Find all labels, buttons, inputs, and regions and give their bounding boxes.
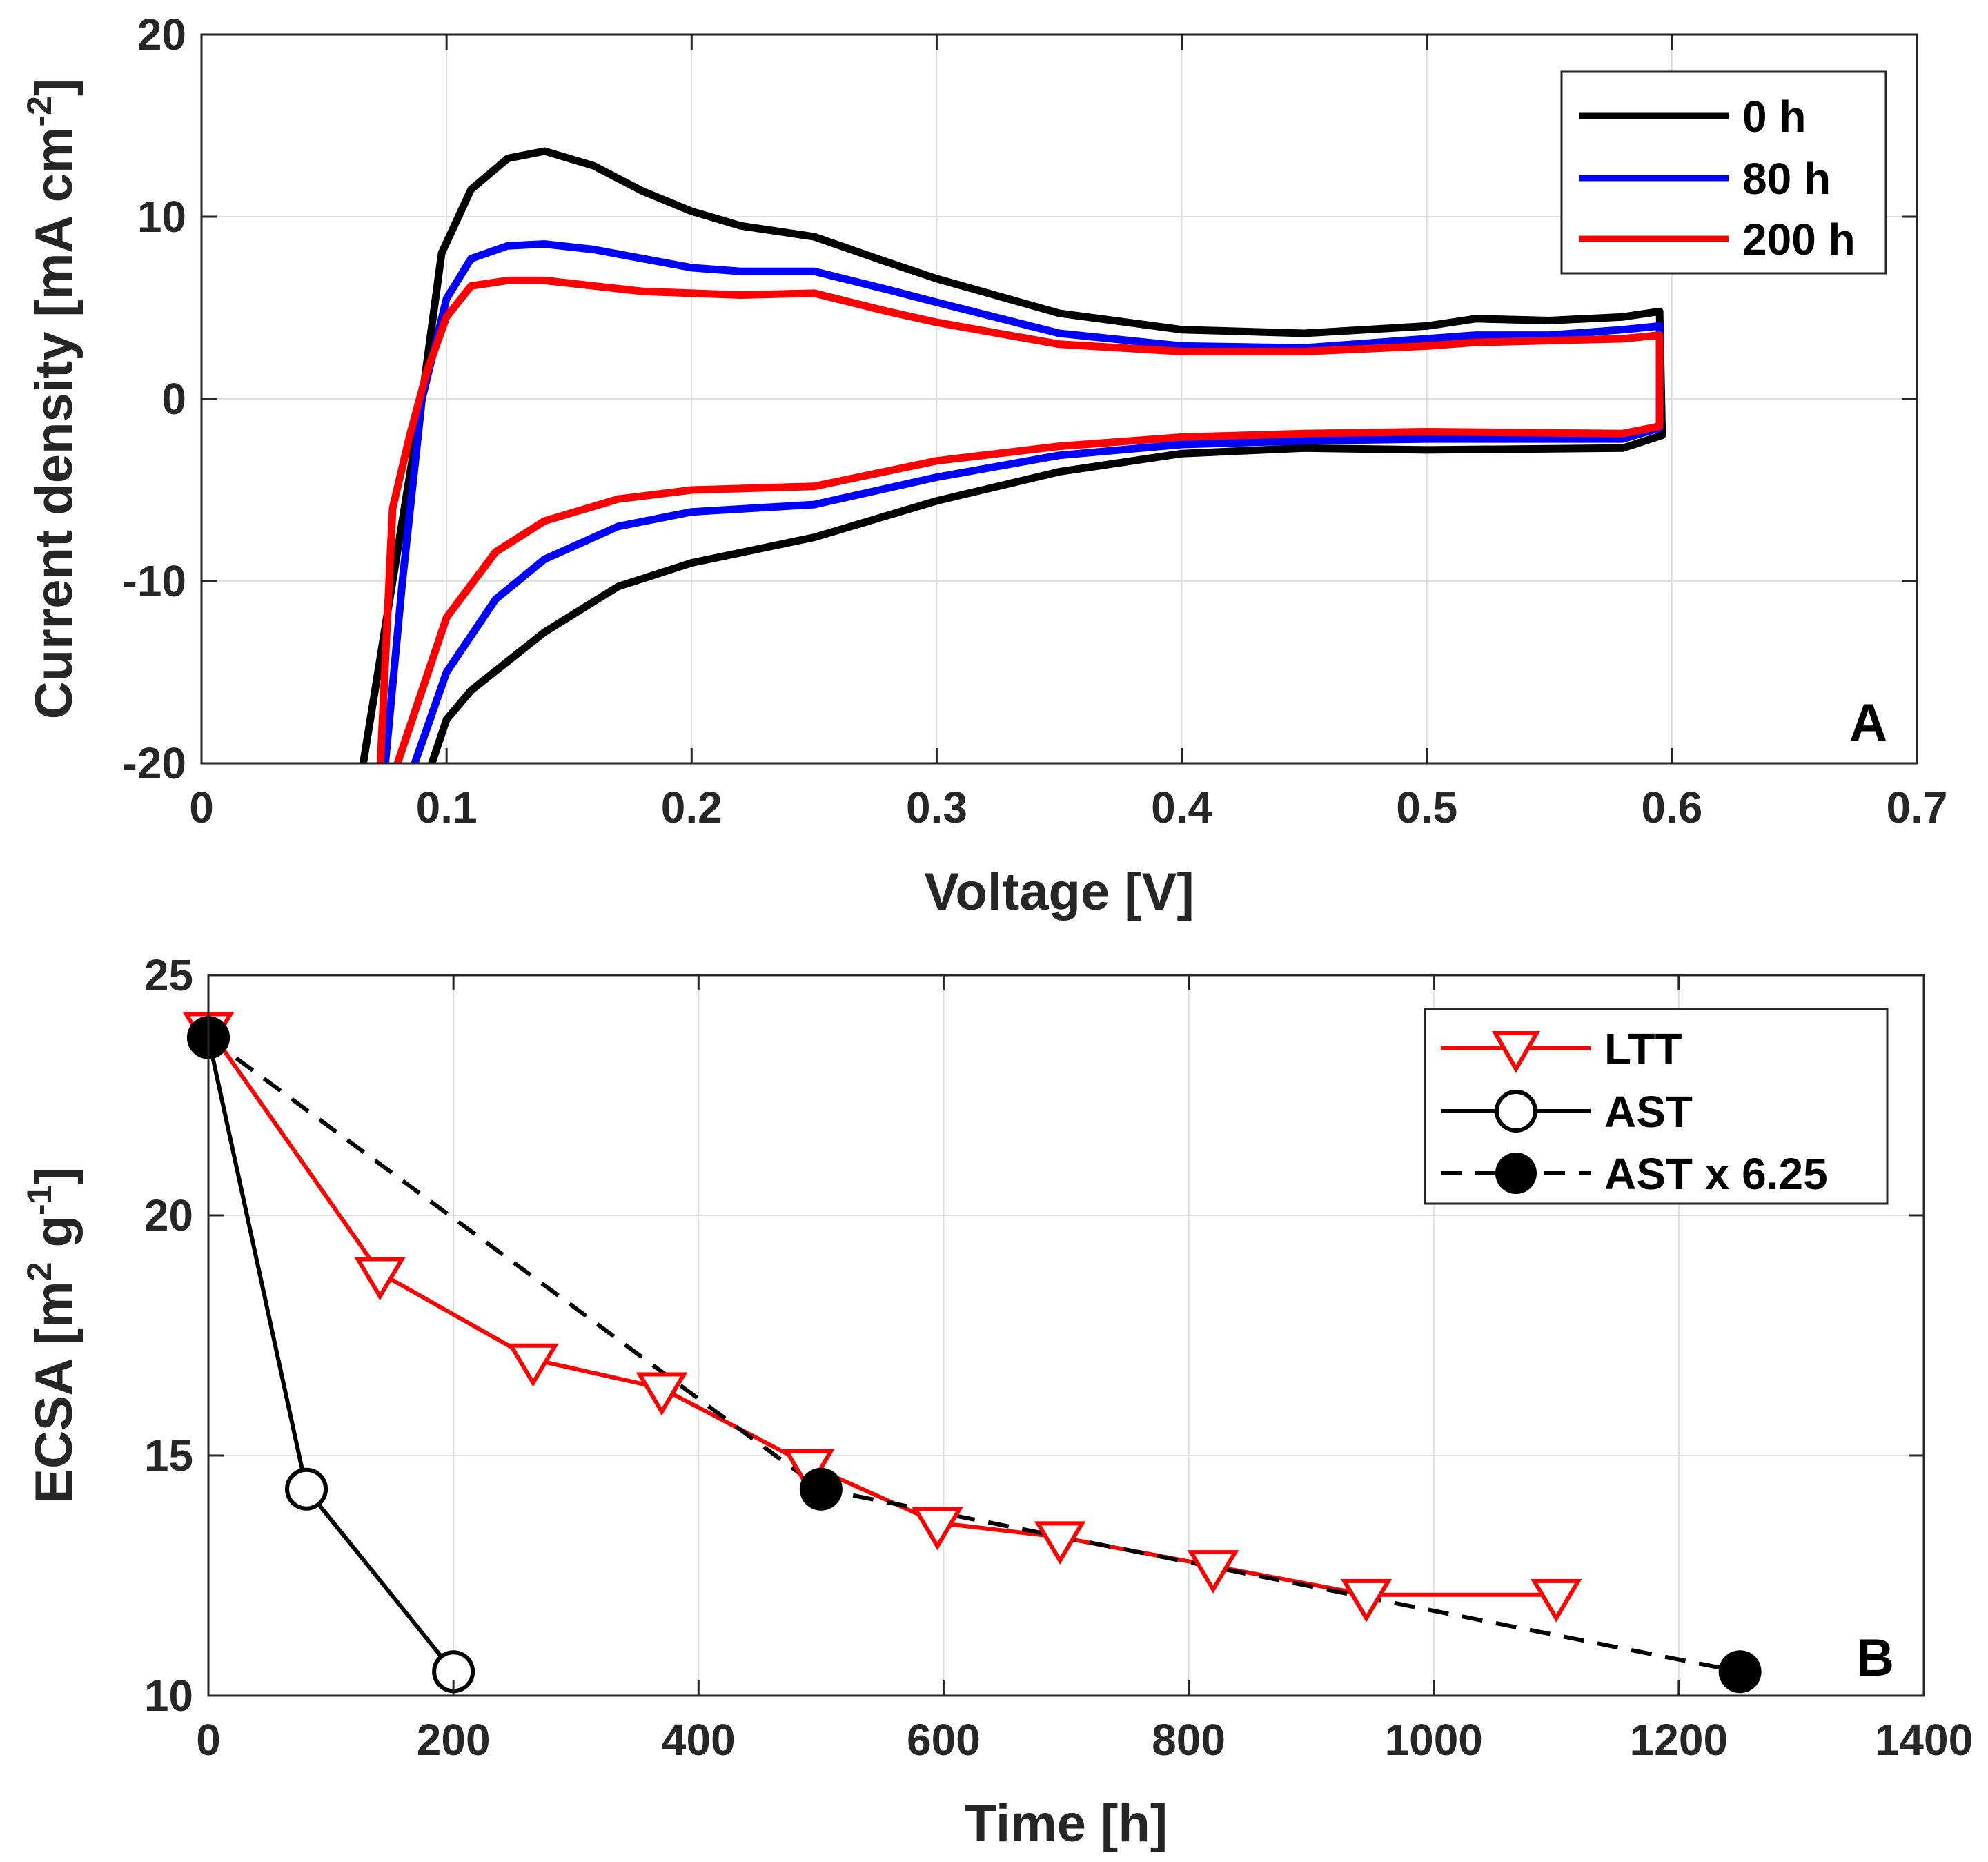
panel-b-point-ltt-1: [354, 1257, 406, 1301]
panel-a-series: [359, 147, 1666, 763]
panel-b-legend-marker-ast: [1495, 1090, 1537, 1133]
panel-b-xtick-label-1400: 1400: [1875, 1715, 1973, 1765]
panel-b-point-ltt-2: [507, 1343, 559, 1387]
panel-b-point-ltt-8: [1340, 1578, 1392, 1623]
panel-b-ytick-label-25: 25: [144, 950, 193, 1000]
panel-a-xtick-label-0-3: 0.3: [906, 783, 967, 832]
panel-a-xlabel: Voltage [V]: [924, 863, 1194, 921]
panel-b-xlabel: Time [h]: [965, 1794, 1168, 1853]
panel-b-point-ltt-6: [1034, 1521, 1086, 1565]
panel-b-point-ltt-9: [1531, 1578, 1582, 1623]
panel-b-ticks: [207, 974, 1925, 1697]
panel-b-label: B: [1856, 1629, 1894, 1687]
panel-a-legend: 0 h 80 h 200 h: [1560, 70, 1887, 275]
panel-b-chart: 0 200 400 600 800 1000 1200 1400 10 15 20 25 Time […: [20, 950, 1973, 1853]
panel-b-legend-marker-ltt: [1491, 1031, 1541, 1074]
panel-b-xtick-label-1000: 1000: [1385, 1715, 1483, 1765]
panel-b-ytick-label-20: 20: [144, 1190, 193, 1240]
panel-a-tick-labels: 0 0.1 0.2 0.3 0.4 0.5 0.6 0.7 -20 -10 0 10 20: [123, 10, 1948, 832]
panel-b-xtick-label-1200: 1200: [1630, 1715, 1728, 1765]
panel-b-point-ltt-5: [912, 1507, 963, 1551]
panel-a-xtick-label-0: 0: [189, 783, 214, 832]
panel-b-point-ast-1: [285, 1467, 328, 1511]
panel-a-ytick-label-10: 10: [137, 192, 186, 242]
panel-b-legend-label-ast: AST: [1604, 1087, 1693, 1137]
panel-b-series: [182, 1012, 1762, 1694]
panel-b-xtick-label-0: 0: [196, 1715, 221, 1765]
panel-b-xtick-label-600: 600: [907, 1715, 981, 1765]
panel-a-xtick-label-0-2: 0.2: [661, 783, 722, 832]
panel-a-chart: 0 0.1 0.2 0.3 0.4 0.5 0.6 0.7 -20 -10 0 10 20 Voltag…: [20, 10, 1947, 921]
panel-a-ticks: [200, 33, 1918, 765]
panel-b-ytick-label-15: 15: [144, 1431, 193, 1480]
panel-b-xtick-label-200: 200: [417, 1715, 491, 1765]
panel-b-point-ltt-7: [1187, 1550, 1239, 1594]
panel-b-xtick-label-800: 800: [1152, 1715, 1226, 1765]
panel-b-ytick-label-10: 10: [144, 1671, 193, 1721]
panel-b-line-ast: [206, 1037, 455, 1674]
panel-b-frame: [207, 974, 1925, 1697]
panel-a-legend-label-0h: 0 h: [1742, 92, 1806, 141]
panel-b-line-ltt: [206, 1026, 1557, 1597]
panel-b-point-ast-x-6-25-1: [799, 1467, 843, 1511]
panel-a-xtick-label-0-1: 0.1: [416, 783, 478, 832]
panel-a-xtick-label-0-7: 0.7: [1887, 783, 1948, 832]
panel-a-series-200-h: [376, 276, 1664, 763]
panel-a-legend-label-80h: 80 h: [1742, 154, 1831, 204]
panel-a-legend-label-200h: 200 h: [1742, 215, 1856, 264]
panel-a-xtick-label-0-6: 0.6: [1641, 783, 1702, 832]
panel-a-series-0-h: [359, 147, 1666, 763]
panel-b-xtick-label-400: 400: [662, 1715, 736, 1765]
panel-a-ylabel: Current density [mA cm-2]: [20, 79, 83, 719]
panel-a-ytick-label-0: 0: [161, 374, 186, 424]
panel-b-legend-label-ast-scaled: AST x 6.25: [1604, 1149, 1828, 1199]
panel-a-ytick-label-20: -20: [123, 738, 187, 788]
panel-b-tick-labels: 0 200 400 600 800 1000 1200 1400 10 15 20 25: [144, 950, 1973, 1765]
panel-a-xtick-label-0-4: 0.4: [1151, 783, 1212, 832]
panel-a-ytick-label-20: 20: [137, 10, 186, 59]
panel-a-label: A: [1849, 694, 1887, 752]
panel-a-xtick-label-0-5: 0.5: [1396, 783, 1457, 832]
panel-b-point-ltt-3: [636, 1372, 688, 1416]
panel-b-legend: LTT AST AST x 6.25: [1424, 1008, 1889, 1205]
panel-b-ylabel: ECSA [m2 g-1]: [20, 1167, 83, 1503]
panel-b-legend-marker-ast-scaled: [1495, 1153, 1537, 1194]
panel-b-point-ast-x-6-25-2: [1718, 1650, 1762, 1694]
panel-b-legend-label-ltt: LTT: [1604, 1024, 1682, 1074]
panel-a-series-80-h: [381, 240, 1664, 763]
panel-a-ytick-label-10: -10: [123, 556, 187, 606]
